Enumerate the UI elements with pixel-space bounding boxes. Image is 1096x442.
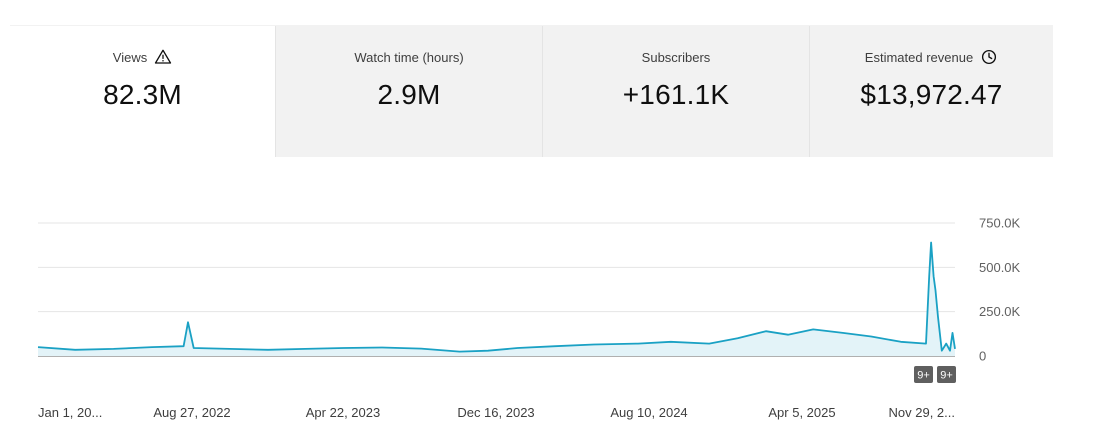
y-tick-label: 0 [979, 349, 986, 364]
metric-label: Watch time (hours) [354, 49, 464, 65]
metric-card-watch-time[interactable]: Watch time (hours) 2.9M [275, 26, 542, 157]
annotation-badge-label: 9+ [917, 370, 930, 382]
metric-label: Subscribers [641, 49, 711, 65]
views-line[interactable] [37, 241, 956, 353]
y-tick-label: 750.0K [979, 216, 1021, 231]
clock-icon[interactable] [980, 48, 998, 66]
x-tick-label: Dec 16, 2023 [457, 405, 534, 420]
metric-value: 82.3M [103, 78, 182, 110]
metric-card-revenue[interactable]: Estimated revenue $13,972.47 [809, 26, 1053, 157]
metric-cards: Views 82.3M Watch time (hours) 2.9M Subs… [10, 25, 1053, 157]
x-tick-label: Nov 29, 2... [889, 405, 955, 420]
metric-value: 2.9M [377, 78, 441, 110]
y-tick-label: 500.0K [979, 260, 1021, 275]
x-tick-label: Apr 5, 2025 [768, 405, 835, 420]
y-tick-label: 250.0K [979, 304, 1021, 319]
x-tick-label: Apr 22, 2023 [306, 405, 380, 420]
metric-card-subscribers[interactable]: Subscribers +161.1K [542, 26, 809, 157]
warning-icon[interactable] [154, 48, 172, 66]
metric-value: $13,972.47 [860, 78, 1003, 110]
views-area [38, 242, 955, 356]
annotation-badge[interactable] [914, 366, 933, 383]
metric-card-views[interactable]: Views 82.3M [10, 26, 275, 157]
x-tick-label: Aug 27, 2022 [153, 405, 230, 420]
annotation-badge-label: 9+ [940, 370, 953, 382]
metric-label: Views [112, 49, 148, 65]
x-tick-label: Jan 1, 20... [38, 405, 102, 420]
x-tick-label: Aug 10, 2024 [610, 405, 687, 420]
metric-label: Estimated revenue [864, 49, 974, 65]
metric-value: +161.1K [622, 78, 730, 110]
annotation-badge[interactable] [937, 366, 956, 383]
